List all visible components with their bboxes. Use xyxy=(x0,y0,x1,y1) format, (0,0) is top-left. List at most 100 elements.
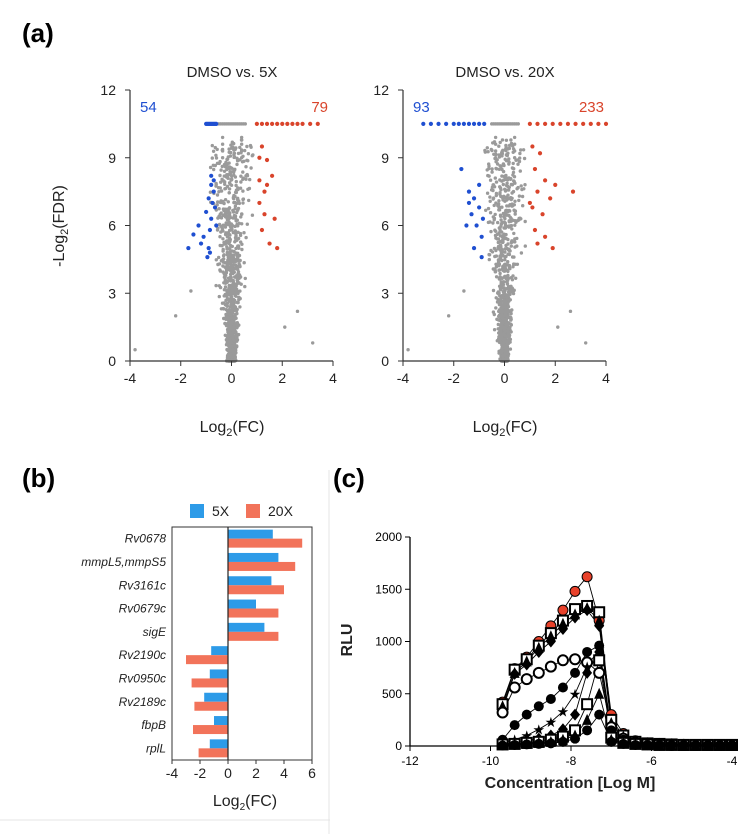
ns-point xyxy=(218,215,223,219)
ns-point xyxy=(501,196,505,200)
ns-point xyxy=(226,175,230,180)
ns-point xyxy=(498,318,502,322)
ns-point xyxy=(508,347,513,351)
data-point xyxy=(594,640,605,651)
ns-point xyxy=(228,326,232,330)
volcano-5x-points xyxy=(133,121,320,363)
data-point xyxy=(545,738,556,749)
data-point xyxy=(666,739,677,750)
ns-point xyxy=(494,296,498,300)
down-regulated-point xyxy=(209,182,214,187)
ns-point xyxy=(501,211,506,216)
ns-point xyxy=(237,258,241,263)
ns-point xyxy=(499,276,503,280)
ns-point xyxy=(247,198,251,203)
ns-point xyxy=(235,338,239,343)
down-regulated-point xyxy=(210,200,215,206)
ns-point xyxy=(487,162,491,166)
up-regulated-point xyxy=(280,121,285,126)
up-regulated-point xyxy=(540,212,545,217)
ns-point xyxy=(516,122,521,126)
ns-point xyxy=(213,145,217,150)
series-line xyxy=(502,575,732,746)
y-tick-label: 6 xyxy=(108,218,116,234)
ns-point xyxy=(489,229,493,234)
ns-point xyxy=(214,181,218,186)
ns-point xyxy=(506,242,510,246)
ns-point xyxy=(224,270,228,275)
data-point xyxy=(593,654,606,667)
up-regulated-point xyxy=(264,121,270,126)
ns-point xyxy=(512,149,517,153)
ns-point xyxy=(502,174,506,179)
ns-point xyxy=(584,341,588,345)
gene-label: Rv0679c xyxy=(119,602,166,616)
plot-frame xyxy=(171,526,313,761)
up-regulated-point xyxy=(275,121,280,126)
ns-point xyxy=(519,217,523,221)
down-regulated-point xyxy=(436,121,441,126)
ns-point xyxy=(491,215,495,219)
ns-point xyxy=(229,352,233,356)
ns-point xyxy=(223,275,227,280)
ns-point xyxy=(244,165,248,169)
ns-point xyxy=(231,196,236,201)
ns-point xyxy=(504,232,508,237)
ns-point xyxy=(239,282,243,286)
ns-point xyxy=(494,160,498,164)
ns-point xyxy=(222,179,226,183)
ns-point xyxy=(511,170,516,175)
ns-point xyxy=(509,318,513,322)
data-point xyxy=(570,708,581,721)
ns-point xyxy=(488,195,492,199)
ns-point xyxy=(218,269,223,273)
ns-point xyxy=(501,295,505,299)
ns-point xyxy=(234,251,238,255)
ns-point xyxy=(216,200,220,204)
up-regulated-point xyxy=(530,144,535,149)
ns-point xyxy=(236,206,241,211)
x-tick-label: 4 xyxy=(602,370,610,386)
up-regulated-point xyxy=(257,155,262,160)
ns-point xyxy=(227,286,231,290)
ns-point xyxy=(497,167,501,171)
ns-point xyxy=(493,156,498,160)
ns-point xyxy=(509,138,513,142)
ns-point xyxy=(500,306,505,310)
data-point xyxy=(582,666,593,679)
up-regulated-point xyxy=(537,151,543,156)
ns-point xyxy=(235,335,239,339)
ns-point xyxy=(507,157,511,161)
ns-point xyxy=(237,262,241,266)
ns-point xyxy=(500,230,504,234)
up-regulated-point xyxy=(295,121,300,126)
ns-point xyxy=(511,265,515,269)
ns-point xyxy=(229,146,234,150)
ns-point xyxy=(233,307,237,312)
up-regulated-point xyxy=(550,121,555,126)
up-regulated-point xyxy=(259,121,265,126)
ns-point xyxy=(232,355,236,359)
ns-point xyxy=(224,267,229,271)
ns-point xyxy=(507,188,511,192)
ns-point xyxy=(509,177,513,181)
ns-point xyxy=(223,225,228,229)
ns-point xyxy=(512,208,516,212)
ns-point xyxy=(504,323,508,327)
up-regulated-point xyxy=(257,178,262,183)
down-regulated-point xyxy=(209,216,214,221)
ns-point xyxy=(230,325,234,330)
x-tick-label: -4 xyxy=(124,370,137,386)
ns-point xyxy=(233,214,238,218)
down-regulated-point xyxy=(421,121,426,126)
volcano-20x-xlabel: Log2(FC) xyxy=(473,419,538,439)
ns-point xyxy=(239,156,244,160)
y-tick-label: 3 xyxy=(108,285,116,301)
ns-point xyxy=(502,338,506,342)
x-tick-label: -8 xyxy=(566,754,577,768)
bar-20x xyxy=(228,561,296,571)
ns-point xyxy=(493,135,498,140)
down-regulated-point xyxy=(477,182,482,187)
ns-point xyxy=(506,284,511,289)
